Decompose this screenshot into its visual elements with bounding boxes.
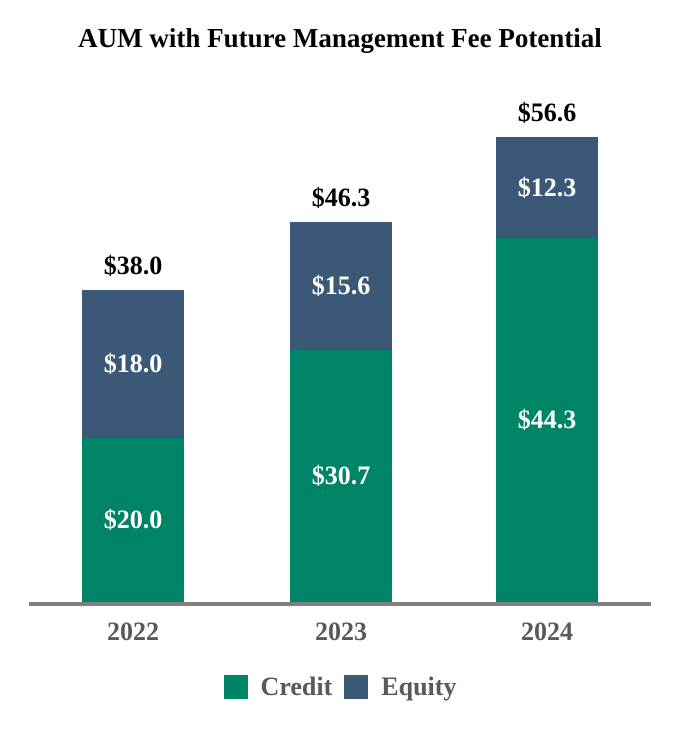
chart-title: AUM with Future Management Fee Potential xyxy=(78,23,602,53)
legend: Credit Equity xyxy=(0,671,680,703)
credit-segment-2024: $44.3 xyxy=(496,238,598,602)
segment-value-label: $15.6 xyxy=(311,271,371,300)
x-axis-line xyxy=(29,602,651,606)
legend-swatch-equity xyxy=(344,675,369,699)
equity-segment-2024: $12.3 xyxy=(496,137,598,238)
legend-label-equity: Equity xyxy=(381,672,457,701)
legend-label-credit: Credit xyxy=(260,672,333,701)
total-label-2023: $46.3 xyxy=(311,183,371,212)
equity-segment-2023: $15.6 xyxy=(290,222,392,350)
bar-2023: $15.6 $30.7 xyxy=(290,222,392,602)
segment-value-label: $30.7 xyxy=(311,461,371,490)
legend-item-credit: Credit xyxy=(223,672,333,702)
legend-swatch-credit xyxy=(223,675,248,699)
total-label-2022: $38.0 xyxy=(103,251,163,280)
x-axis-label-2024: 2024 xyxy=(521,617,573,646)
total-label-2024: $56.6 xyxy=(517,98,577,127)
credit-segment-2023: $30.7 xyxy=(290,350,392,602)
segment-value-label: $20.0 xyxy=(103,505,163,534)
x-axis-label-2022: 2022 xyxy=(107,617,159,646)
x-axis-label-2023: 2023 xyxy=(315,617,367,646)
bar-2022: $18.0 $20.0 xyxy=(82,290,184,602)
segment-value-label: $18.0 xyxy=(103,349,163,378)
segment-value-label: $44.3 xyxy=(517,405,577,434)
credit-segment-2022: $20.0 xyxy=(82,438,184,602)
segment-value-label: $12.3 xyxy=(517,172,577,202)
bar-2024: $12.3 $44.3 xyxy=(496,137,598,602)
legend-item-equity: Equity xyxy=(344,672,456,702)
equity-segment-2022: $18.0 xyxy=(82,290,184,438)
